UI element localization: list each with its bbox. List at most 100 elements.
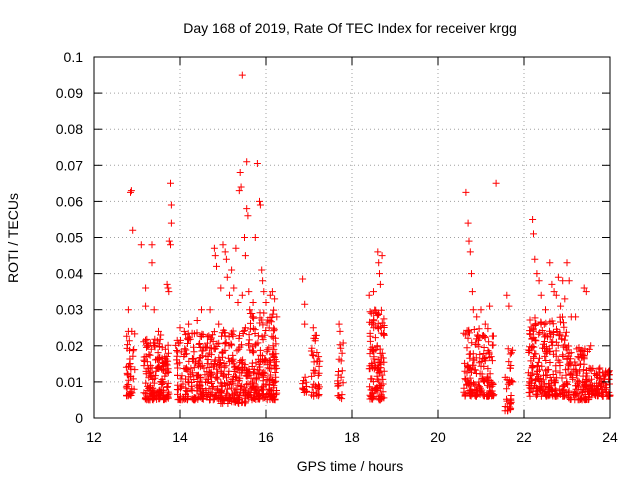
data-point (504, 380, 512, 388)
data-point (142, 284, 150, 292)
data-point (314, 371, 322, 379)
data-point (234, 299, 242, 306)
data-point (309, 324, 317, 332)
data-point (462, 188, 470, 196)
data-point (269, 310, 277, 318)
data-point (237, 357, 245, 364)
data-point (530, 230, 537, 238)
data-point (125, 376, 133, 384)
data-point (232, 365, 240, 373)
data-point (379, 388, 387, 396)
data-point (147, 362, 155, 370)
data-point (527, 357, 535, 365)
data-point (580, 394, 588, 402)
data-point (480, 344, 488, 351)
data-point (245, 389, 253, 396)
data-point (270, 345, 278, 353)
data-point (160, 396, 168, 404)
data-point (557, 302, 565, 310)
data-point (505, 302, 513, 310)
data-point (209, 331, 217, 339)
data-point (507, 392, 515, 399)
data-point (209, 383, 217, 391)
data-point (481, 334, 489, 342)
data-point (470, 326, 478, 333)
data-point (526, 330, 534, 338)
data-point (468, 288, 476, 296)
data-point (549, 338, 557, 346)
data-point (150, 306, 158, 314)
data-point (270, 326, 278, 334)
data-point (124, 381, 132, 388)
data-point (486, 387, 494, 395)
data-point (250, 382, 258, 390)
data-point (190, 348, 198, 356)
data-point (271, 362, 279, 370)
data-point (477, 306, 485, 314)
data-point (176, 324, 184, 332)
data-point (217, 284, 225, 292)
data-point (184, 340, 191, 347)
data-point (252, 374, 260, 382)
data-point (205, 375, 212, 383)
data-point (376, 345, 384, 353)
data-point (542, 357, 550, 364)
data-point (123, 371, 131, 379)
data-point (367, 309, 375, 317)
data-point (223, 389, 231, 397)
data-point (334, 380, 342, 388)
data-point (142, 367, 150, 375)
data-point (532, 383, 540, 391)
data-point (250, 395, 258, 403)
data-point (232, 374, 240, 381)
data-point (183, 350, 191, 358)
data-point (163, 383, 171, 391)
data-point (256, 197, 263, 205)
data-point (368, 394, 376, 402)
data-point (245, 341, 252, 349)
data-point (530, 353, 537, 361)
data-point (184, 378, 192, 386)
data-point (375, 369, 383, 377)
data-point (174, 381, 182, 389)
data-point (239, 327, 247, 335)
data-point (466, 374, 474, 382)
data-point (204, 356, 212, 363)
data-point (212, 374, 220, 382)
data-point (191, 396, 199, 404)
data-point (150, 379, 158, 387)
data-point (463, 344, 471, 352)
y-tick-label: 0 (75, 410, 83, 426)
data-point (131, 366, 139, 374)
data-point (486, 302, 494, 310)
data-point (220, 326, 228, 334)
x-tick-label: 24 (602, 429, 618, 445)
data-point (547, 382, 555, 390)
data-point (377, 360, 385, 368)
data-point (337, 373, 345, 381)
data-point (203, 344, 211, 351)
data-point (164, 388, 172, 396)
data-point (187, 385, 195, 393)
data-point (222, 255, 230, 263)
data-point (374, 320, 382, 328)
data-point (236, 332, 243, 340)
data-point (524, 369, 532, 377)
data-point (366, 365, 374, 373)
data-point (366, 395, 374, 403)
data-point (250, 314, 258, 322)
data-point (465, 379, 472, 387)
x-tick-label: 14 (172, 429, 188, 445)
data-point (269, 379, 277, 387)
data-point (245, 371, 253, 379)
data-point (485, 338, 493, 346)
data-point (127, 188, 134, 196)
data-point (307, 347, 315, 355)
data-point (123, 332, 131, 340)
data-point (335, 368, 342, 375)
data-point (337, 344, 345, 352)
data-point (490, 391, 498, 399)
data-point (300, 389, 308, 396)
data-point (205, 364, 213, 371)
